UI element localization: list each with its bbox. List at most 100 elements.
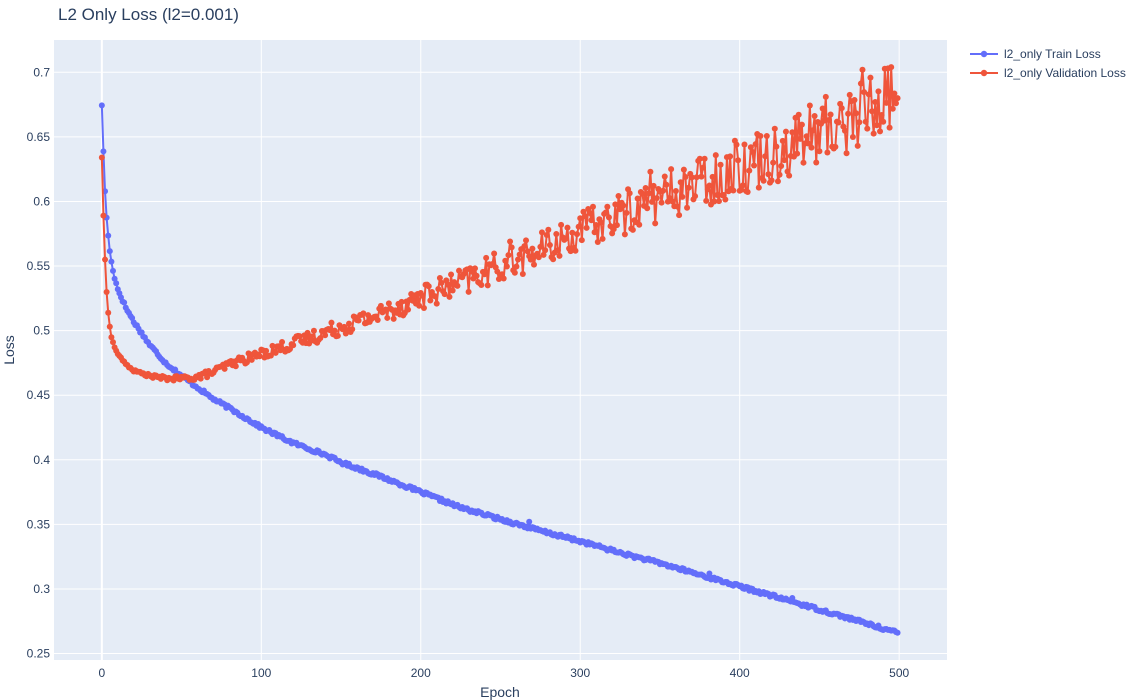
data-point [661, 173, 668, 180]
data-point [717, 161, 724, 168]
grid [54, 40, 947, 660]
data-point [620, 202, 627, 209]
data-point [310, 327, 317, 334]
data-point [827, 111, 834, 118]
data-point [762, 153, 769, 160]
data-point [677, 179, 684, 186]
data-point [478, 282, 485, 289]
data-point [591, 229, 598, 236]
data-point [786, 172, 793, 179]
data-point [877, 128, 884, 135]
data-point [623, 209, 630, 216]
ticks: 0 100 200 300 400 500 0.25 0.3 0.35 0.4 0.45 0.5 0.5… [27, 65, 910, 680]
data-point [465, 288, 472, 295]
data-point [530, 261, 537, 268]
data-point [629, 226, 636, 233]
legend[interactable]: l2_only Train Loss l2_only Validation Lo… [970, 47, 1126, 80]
data-point [813, 159, 820, 166]
data-point [405, 306, 412, 313]
data-point [438, 279, 445, 286]
data-point [98, 102, 105, 109]
data-point [382, 306, 389, 313]
data-point [435, 286, 442, 293]
data-point [768, 177, 775, 184]
data-point [553, 230, 560, 237]
data-point [894, 95, 901, 102]
data-point [693, 174, 700, 181]
data-point [105, 232, 112, 239]
data-point [334, 332, 341, 339]
data-point [660, 187, 667, 194]
data-point [771, 125, 778, 132]
data-point [515, 256, 522, 263]
data-point [513, 263, 520, 270]
data-point [846, 91, 853, 98]
data-point [471, 265, 478, 272]
data-point [875, 88, 882, 95]
data-point [776, 171, 783, 178]
data-point [594, 238, 601, 245]
data-point [449, 287, 456, 294]
data-point [540, 251, 547, 258]
data-point [805, 140, 812, 147]
data-point [473, 272, 480, 279]
data-point [269, 342, 276, 349]
data-point [263, 347, 270, 354]
data-point [794, 150, 801, 157]
data-point [751, 162, 758, 169]
data-point [821, 117, 828, 124]
data-point [757, 133, 764, 140]
data-point [652, 220, 659, 227]
legend-item-validation[interactable]: l2_only Validation Loss [970, 66, 1126, 80]
y-tick-label: 0.7 [33, 65, 50, 79]
data-point [326, 327, 333, 334]
data-point [331, 327, 338, 334]
data-point [701, 155, 708, 162]
data-point [108, 334, 115, 341]
data-point [615, 193, 622, 200]
data-point [491, 250, 498, 257]
data-point [436, 275, 443, 282]
legend-item-train[interactable]: l2_only Train Loss [970, 47, 1101, 61]
data-point [698, 173, 705, 180]
data-point [583, 224, 590, 231]
data-point [106, 248, 113, 255]
data-point [838, 105, 845, 112]
data-point [503, 263, 510, 270]
x-axis-title: Epoch [480, 684, 520, 700]
data-point [889, 105, 896, 112]
data-point [355, 317, 362, 324]
data-point [811, 113, 818, 120]
data-point [100, 148, 107, 155]
data-point [550, 256, 557, 263]
chart-title: L2 Only Loss (l2=0.001) [58, 5, 239, 24]
y-tick-label: 0.65 [27, 130, 51, 144]
y-tick-label: 0.6 [33, 194, 50, 208]
data-point [770, 159, 777, 166]
data-point [121, 299, 128, 306]
data-point [714, 192, 721, 198]
data-point [680, 166, 687, 173]
data-point [604, 203, 611, 210]
data-point [789, 129, 796, 136]
data-point [795, 111, 802, 118]
data-point [346, 320, 353, 327]
data-point [420, 304, 427, 311]
data-point [869, 108, 876, 115]
data-point [712, 152, 719, 159]
data-point [706, 182, 713, 189]
data-point [781, 157, 788, 164]
data-point [562, 235, 569, 242]
data-point [483, 254, 490, 261]
data-point [824, 149, 831, 156]
data-point [739, 182, 746, 189]
data-point [765, 171, 772, 178]
y-tick-label: 0.55 [27, 259, 51, 273]
data-point [597, 219, 604, 226]
data-point [621, 231, 628, 238]
data-point [529, 245, 536, 252]
data-point [886, 124, 893, 131]
data-point [806, 102, 813, 109]
data-point [779, 137, 786, 144]
data-point [360, 310, 367, 317]
